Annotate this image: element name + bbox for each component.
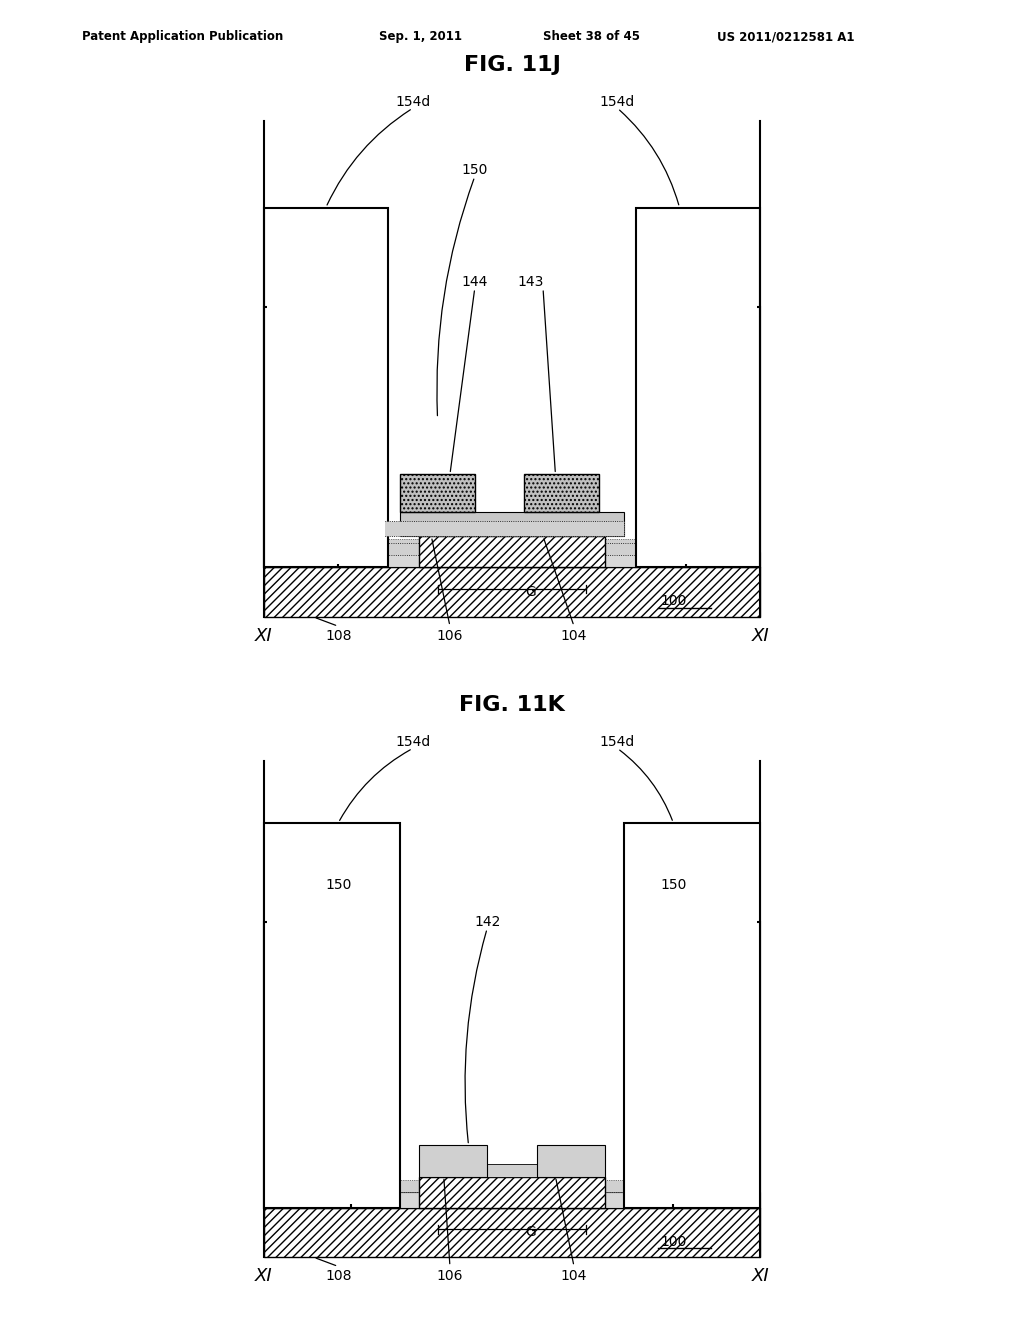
Text: 104: 104: [561, 628, 587, 643]
Text: Sheet 38 of 45: Sheet 38 of 45: [543, 30, 640, 44]
Bar: [689, 310, 757, 564]
Bar: [264, 540, 760, 552]
Text: FIG. 11J: FIG. 11J: [464, 55, 560, 75]
Text: FIG. 11K: FIG. 11K: [459, 696, 565, 715]
Bar: [264, 207, 388, 568]
Text: Sep. 1, 2011: Sep. 1, 2011: [379, 30, 462, 44]
Text: Patent Application Publication: Patent Application Publication: [82, 30, 284, 44]
Text: XI: XI: [255, 627, 272, 644]
Bar: [264, 822, 400, 1208]
Bar: [419, 536, 605, 568]
Bar: [677, 925, 757, 1204]
Bar: [338, 543, 636, 554]
Text: XI: XI: [752, 1267, 769, 1284]
Bar: [419, 1146, 487, 1176]
Bar: [264, 1208, 760, 1257]
Text: G: G: [525, 1225, 536, 1239]
Text: 150: 150: [325, 878, 351, 892]
Bar: [267, 310, 335, 564]
Bar: [524, 474, 599, 511]
Bar: [264, 1180, 760, 1192]
Text: XI: XI: [255, 1267, 272, 1284]
Text: 106: 106: [436, 628, 463, 643]
Bar: [419, 1176, 605, 1208]
Text: 154d: 154d: [600, 735, 635, 750]
Text: US 2011/0212581 A1: US 2011/0212581 A1: [717, 30, 854, 44]
Text: 144: 144: [462, 275, 488, 289]
Bar: [674, 923, 760, 1208]
Bar: [264, 923, 350, 1208]
Text: 150: 150: [462, 164, 488, 177]
Text: G: G: [525, 585, 536, 599]
Bar: [627, 826, 757, 1204]
Bar: [264, 552, 760, 568]
Bar: [400, 474, 475, 511]
Text: 142: 142: [474, 915, 501, 929]
Bar: [264, 568, 760, 616]
Text: 154d: 154d: [395, 735, 430, 750]
Text: XI: XI: [752, 627, 769, 644]
Bar: [686, 306, 760, 568]
Bar: [400, 511, 624, 536]
Bar: [267, 211, 385, 564]
Text: 154d: 154d: [395, 95, 430, 110]
Text: 100: 100: [660, 1234, 687, 1249]
Bar: [264, 306, 338, 568]
Bar: [264, 1192, 760, 1208]
Bar: [376, 521, 624, 536]
Text: 104: 104: [561, 1269, 587, 1283]
Text: 100: 100: [660, 594, 687, 609]
Text: 106: 106: [436, 1269, 463, 1283]
Text: 108: 108: [325, 628, 351, 643]
Bar: [419, 1164, 605, 1176]
Text: 154d: 154d: [600, 95, 635, 110]
Bar: [267, 826, 397, 1204]
Text: 143: 143: [517, 275, 544, 289]
Bar: [624, 822, 760, 1208]
Text: 108: 108: [325, 1269, 351, 1283]
Bar: [636, 207, 760, 568]
Bar: [537, 1146, 605, 1176]
Bar: [639, 211, 757, 564]
Text: 150: 150: [660, 878, 686, 892]
Bar: [267, 925, 347, 1204]
